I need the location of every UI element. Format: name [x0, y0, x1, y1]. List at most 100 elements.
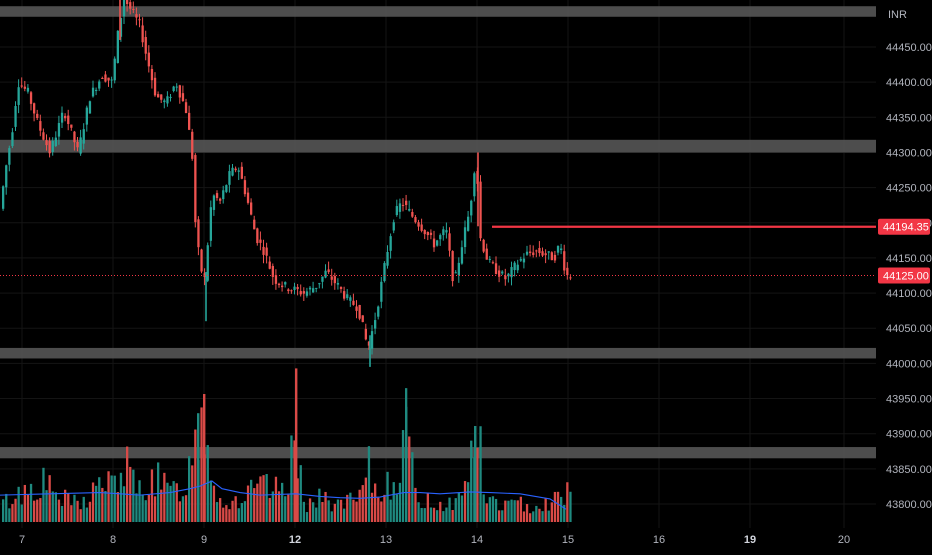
price-axis[interactable]: INR 44450.00 44400.00 44350.00 44300.00 44250… [876, 0, 932, 550]
volume-bar [401, 430, 405, 522]
candle-body [287, 289, 290, 292]
candle-body [349, 297, 352, 301]
candle-body [296, 286, 299, 290]
resistance-price-tag-text: 44194.35 [883, 222, 929, 234]
candle-body [364, 328, 367, 340]
volume-bar [250, 479, 253, 522]
volume-bar [8, 508, 11, 522]
volume-bar [474, 426, 477, 522]
candle-body [240, 166, 243, 179]
volume-bar [132, 469, 135, 522]
candle-body [361, 315, 364, 323]
volume-bar [163, 472, 166, 522]
volume-bar [426, 492, 429, 522]
candle-body [501, 271, 504, 274]
volume-bar [522, 511, 526, 522]
volume-bar [206, 445, 209, 522]
candle-body [336, 283, 340, 285]
volume-bar [383, 494, 386, 522]
volume-bar [485, 503, 488, 522]
volume-bar [377, 497, 380, 522]
candle-body [569, 277, 572, 279]
candle-body [284, 282, 287, 285]
volume-bar [547, 510, 550, 522]
candle-body [432, 238, 436, 248]
candle-body [132, 8, 135, 10]
price-tick-label: 44250.00 [886, 183, 932, 195]
volume-moving-average [0, 480, 567, 510]
candle-body [234, 168, 237, 171]
candle-body [352, 300, 355, 305]
candle-body [119, 17, 123, 37]
volume-bar [454, 498, 457, 522]
candle-body [197, 219, 200, 248]
volume-bar [191, 465, 194, 522]
candle-body [454, 272, 457, 274]
volume-bar [39, 498, 42, 522]
candle-body [463, 227, 467, 248]
volume-bar [361, 485, 364, 522]
candle-body [346, 294, 349, 299]
volume-bar [553, 491, 557, 522]
volume-bar [5, 493, 8, 522]
candle-body [451, 251, 454, 282]
volume-bar [82, 496, 85, 522]
candle-body [358, 304, 361, 319]
volume-bar [370, 492, 374, 522]
volume-bar [212, 485, 216, 522]
volume-bar [20, 504, 23, 522]
price-tick-label: 44100.00 [886, 288, 932, 300]
candle-body [113, 58, 116, 81]
candle-body [277, 283, 281, 286]
volume-bar [150, 469, 154, 522]
candle-body [122, 0, 126, 17]
candle-body [95, 89, 98, 91]
volume-bar [302, 501, 305, 522]
volume-bar [560, 496, 563, 522]
date-axis[interactable]: 7 8 9 12 13 14 15 16 19 20 [19, 534, 850, 546]
candle-body [36, 113, 39, 119]
volume-bar [14, 498, 17, 522]
candle-body [392, 222, 395, 231]
volume-bar [296, 478, 299, 522]
volume-bar [535, 505, 538, 522]
candle-body [355, 306, 358, 311]
volume-bar [98, 477, 101, 522]
candle-body [2, 186, 5, 209]
candle-body [507, 273, 510, 277]
volume-bar [246, 485, 250, 522]
volume-bar [352, 499, 355, 522]
candle-body [377, 306, 380, 317]
volume-bars [2, 368, 572, 522]
candle-body [457, 262, 460, 276]
volume-bar [467, 482, 470, 522]
volume-bar [541, 511, 544, 522]
candle-body [522, 258, 526, 263]
volume-bar [256, 483, 259, 522]
volume-bar [330, 511, 333, 522]
candle-body [91, 87, 95, 97]
volume-bar [237, 508, 240, 522]
candle-body [494, 263, 498, 274]
volume-bar [122, 486, 126, 522]
candle-body [73, 131, 76, 143]
candle-body [538, 248, 541, 254]
candle-body [460, 247, 464, 264]
volume-bar [411, 452, 414, 522]
volume-bar [169, 485, 172, 522]
candle-body [23, 86, 26, 89]
date-tick-label: 20 [838, 534, 850, 546]
candle-body [153, 77, 157, 96]
candle-body [563, 251, 566, 271]
candle-body [70, 124, 73, 128]
volume-bar [160, 489, 163, 522]
volume-bar [346, 494, 349, 522]
candle-body [225, 185, 228, 192]
volume-bar [451, 510, 454, 522]
volume-bar [157, 462, 160, 522]
candle-body [550, 252, 553, 261]
candle-body [560, 248, 563, 251]
volume-bar [253, 488, 256, 522]
